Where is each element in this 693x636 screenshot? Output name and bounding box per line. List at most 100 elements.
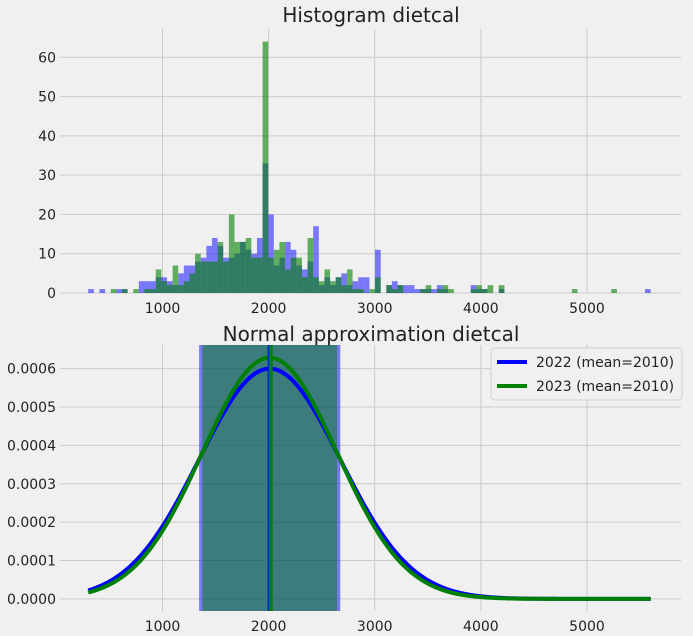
histogram-bar-2023 (121, 289, 128, 293)
y-tick-label: 0.0005 (7, 400, 56, 416)
x-tick-label: 4000 (463, 619, 499, 635)
histogram-bar-2022 (408, 285, 415, 293)
histogram-bar-2022 (144, 281, 151, 293)
normal-axes: 1000 2000 3000 4000 5000 0.0000 0.0001 0.0002 0.… (7, 345, 683, 635)
histogram-bar-2022 (285, 241, 291, 293)
histogram-bar-2023 (178, 285, 184, 293)
x-tick-label: 3000 (357, 619, 393, 635)
histogram-bar-2023 (251, 257, 257, 293)
histogram-bar-2023 (256, 257, 263, 293)
histogram-bar-2023 (200, 261, 207, 293)
histogram-bar-2023 (487, 285, 494, 293)
histogram-bar-2022 (268, 214, 274, 293)
histogram-bar-2023 (150, 289, 156, 293)
histogram-bar-2023 (211, 261, 218, 293)
histogram-bar-2022 (341, 273, 347, 293)
x-tick-label: 3000 (357, 301, 393, 317)
histogram-bar-2023 (155, 269, 162, 293)
x-tick-label: 1000 (145, 619, 181, 635)
x-tick-label: 1000 (145, 301, 181, 317)
histogram-bar-2023 (341, 285, 347, 293)
histogram-bar-2022 (138, 281, 145, 293)
histogram-bar-2023 (217, 241, 224, 293)
histogram-bar-2023 (166, 285, 173, 293)
histogram-bar-2023 (144, 289, 151, 293)
histogram-bar-2023 (290, 257, 297, 293)
histogram-bar-2022 (391, 281, 398, 293)
y-tick-label: 40 (38, 129, 56, 145)
histogram-bar-2022 (352, 281, 359, 293)
y-tick-label: 0.0002 (7, 515, 56, 531)
histogram-bar-2022 (375, 249, 381, 293)
histogram-bar-2023 (369, 289, 376, 293)
histogram-bar-2023 (324, 269, 331, 293)
y-tick-label: 60 (38, 50, 56, 66)
histogram-bar-2022 (99, 289, 106, 293)
histogram-bar-2023 (425, 285, 432, 293)
histogram-bar-2023 (386, 285, 392, 293)
histogram-bar-2022 (431, 289, 437, 293)
histogram-bar-2023 (571, 289, 578, 293)
x-tick-label: 4000 (463, 301, 499, 317)
histogram-bar-2023 (358, 289, 364, 293)
histogram-bar-2023 (420, 289, 426, 293)
histogram-bar-2023 (476, 285, 482, 293)
histogram-bar-2023 (436, 289, 443, 293)
normal-title: Normal approximation dietcal (223, 322, 520, 346)
y-tick-label: 20 (38, 207, 56, 223)
x-tick-label: 5000 (569, 301, 605, 317)
x-tick-label: 5000 (569, 619, 605, 635)
histogram-bar-2023 (301, 277, 308, 293)
histogram-bar-2022 (645, 289, 651, 293)
legend-label-2022: 2022 (mean=2010) (536, 355, 674, 371)
histogram-title: Histogram dietcal (282, 3, 459, 27)
histogram-bar-2022 (403, 285, 409, 293)
histogram-bar-2022 (178, 273, 184, 293)
y-tick-label: 0.0000 (7, 592, 56, 608)
histogram-bar-2023 (195, 253, 201, 293)
histogram-bar-2023 (133, 289, 139, 293)
histogram-bar-2023 (352, 289, 359, 293)
histogram-bar-2023 (240, 241, 246, 293)
histogram-bar-2022 (436, 285, 443, 293)
y-tick-label: 10 (38, 247, 56, 263)
histogram-bar-2023 (110, 289, 117, 293)
histogram-bar-2023 (346, 269, 353, 293)
normal-curve-2023 (87, 355, 651, 601)
histogram-bar-2023 (307, 238, 314, 293)
histogram-bar-2022 (183, 265, 190, 293)
histogram-bar-2022 (358, 277, 364, 293)
histogram-bar-2023 (470, 289, 477, 293)
histogram-bar-2023 (273, 249, 280, 293)
histogram-bar-2023 (285, 269, 291, 293)
x-tick-label: 2000 (251, 619, 287, 635)
legend-label-2023: 2023 (mean=2010) (536, 379, 674, 395)
histogram-bar-2022 (150, 281, 156, 293)
histogram-bar-2023 (442, 285, 449, 293)
histogram-bar-2023 (206, 261, 212, 293)
histogram-bar-2023 (313, 277, 319, 293)
histogram-bar-2022 (414, 289, 421, 293)
histogram-bar-2023 (611, 289, 617, 293)
histogram-bar-2023 (161, 281, 167, 293)
histogram-bar-2023 (498, 285, 505, 293)
y-tick-label: 30 (38, 168, 56, 184)
histogram-bar-2023 (245, 238, 252, 293)
histogram-bar-2023 (330, 281, 336, 293)
histogram-bar-2023 (172, 265, 179, 293)
y-tick-label: 50 (38, 90, 56, 106)
histogram-bar-2023 (279, 241, 286, 293)
y-tick-label: 0.0001 (7, 554, 56, 570)
y-tick-label: 0.0003 (7, 477, 56, 493)
histogram-bar-2023 (397, 285, 404, 293)
y-tick-label: 0 (47, 286, 56, 302)
histogram-axes: 1000 2000 3000 4000 5000 0 10 20 30 40 50 60 (38, 29, 681, 317)
histogram-bar-2023 (183, 281, 190, 293)
histogram-bar-2023 (228, 214, 235, 293)
histogram-bar-2023 (268, 257, 274, 293)
histogram-bar-2022 (88, 289, 94, 293)
histogram-bar-2023 (296, 257, 302, 293)
x-tick-label: 2000 (251, 301, 287, 317)
histogram-bar-2023 (234, 241, 241, 293)
